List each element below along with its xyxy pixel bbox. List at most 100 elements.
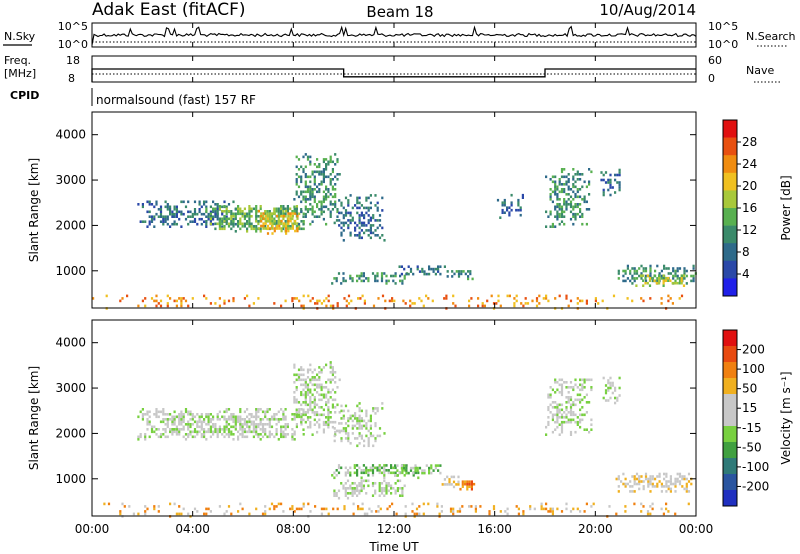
range-cell [572, 190, 575, 194]
range-cell [200, 420, 203, 424]
range-cell [409, 469, 413, 472]
range-cell [306, 411, 310, 414]
range-cell [304, 378, 307, 382]
range-cell [340, 282, 343, 285]
range-cell [280, 435, 283, 439]
range-cell [237, 438, 240, 441]
range-cell [295, 180, 298, 184]
range-cell [642, 487, 645, 491]
range-cell [344, 471, 347, 475]
range-cell [318, 406, 321, 409]
range-cell [264, 222, 267, 225]
range-cell [155, 212, 158, 216]
range-cell [259, 418, 262, 421]
range-cell [363, 512, 366, 516]
range-cell [327, 401, 330, 404]
power-colorbar-label: 12 [742, 223, 757, 237]
range-cell [360, 424, 363, 428]
range-cell [207, 217, 210, 221]
range-cell [378, 471, 381, 475]
range-cell [153, 413, 156, 416]
range-cell [640, 277, 643, 280]
range-cell [289, 214, 292, 218]
range-cell [344, 279, 347, 283]
range-cell [162, 410, 165, 414]
range-cell [302, 401, 305, 404]
range-cell [346, 471, 350, 475]
range-cell [567, 193, 570, 196]
range-cell [280, 433, 283, 436]
range-cell [277, 420, 280, 424]
range-cell [563, 175, 566, 179]
range-cell [193, 420, 197, 424]
range-cell [390, 466, 393, 470]
freq-label-1: Freq. [4, 54, 31, 67]
range-cell [159, 210, 163, 214]
range-cell [365, 277, 368, 280]
range-cell [385, 469, 388, 472]
range-cell [320, 406, 323, 409]
range-cell [417, 471, 420, 475]
range-cell [362, 274, 365, 278]
range-cell [545, 433, 548, 436]
range-cell [651, 502, 654, 506]
range-cell [646, 281, 649, 285]
range-cell [246, 425, 249, 429]
range-cell [374, 234, 377, 237]
range-cell [351, 216, 354, 220]
range-cell [558, 383, 561, 387]
range-cell [284, 423, 287, 426]
range-cell [572, 403, 575, 407]
range-cell [499, 304, 502, 308]
range-cell [360, 434, 363, 438]
range-cell [280, 229, 283, 233]
range-cell [302, 433, 305, 436]
range-cell [198, 420, 201, 424]
range-cell [649, 267, 652, 270]
range-cell [293, 415, 296, 419]
range-cell [225, 423, 228, 426]
range-cell [169, 502, 172, 506]
range-cell [336, 302, 339, 305]
range-cell [280, 425, 283, 429]
range-cell [334, 371, 337, 374]
range-cell [207, 423, 210, 426]
range-cell [225, 433, 228, 436]
range-cell [554, 420, 557, 424]
range-cell [349, 231, 352, 235]
range-cell [325, 165, 328, 169]
range-cell [551, 406, 554, 409]
range-cell [614, 173, 617, 177]
range-cell [450, 483, 453, 486]
range-cell [296, 214, 299, 218]
range-cell [363, 216, 366, 220]
range-cell [617, 272, 620, 275]
power-colorbar-label: 4 [742, 267, 750, 281]
range-cell [581, 398, 584, 402]
range-cell [583, 386, 586, 389]
range-cell [367, 209, 370, 212]
range-cell [556, 212, 559, 216]
range-cell [672, 269, 675, 273]
range-cell [269, 217, 272, 220]
range-cell [284, 222, 287, 226]
range-cell [551, 222, 554, 226]
range-cell [146, 423, 149, 426]
range-cell [421, 469, 424, 472]
range-cell [602, 173, 605, 177]
range-cell [381, 226, 384, 230]
range-cell [300, 210, 303, 214]
range-cell [269, 214, 272, 218]
range-cell [166, 205, 169, 209]
range-cell [488, 510, 491, 513]
range-cell [234, 212, 237, 216]
range-cell [257, 423, 260, 426]
range-cell [400, 464, 403, 467]
range-cell [212, 210, 215, 213]
range-cell [234, 420, 237, 424]
range-cell [221, 415, 224, 419]
range-cell [574, 180, 577, 184]
range-cell [155, 304, 158, 308]
range-cell [325, 195, 328, 199]
range-cell [631, 299, 634, 303]
